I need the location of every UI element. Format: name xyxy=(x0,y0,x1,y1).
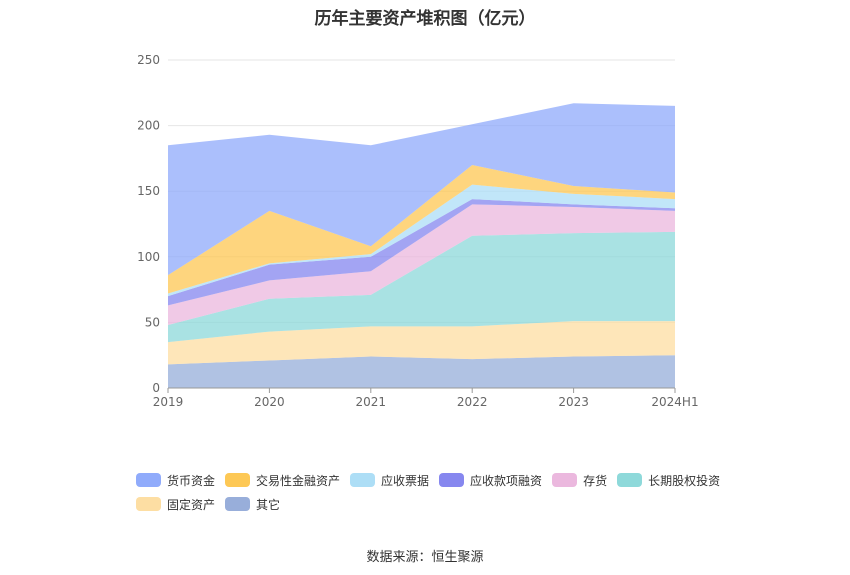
area-1[interactable] xyxy=(168,321,675,365)
legend-item[interactable]: 存货 xyxy=(552,472,607,488)
legend-item[interactable]: 交易性金融资产 xyxy=(225,472,340,488)
legend-item[interactable]: 货币资金 xyxy=(136,472,215,488)
legend-label: 存货 xyxy=(583,473,608,488)
data-source: 数据来源：恒生聚源 xyxy=(366,550,484,565)
legend-label: 固定资产 xyxy=(167,497,216,512)
area-2[interactable] xyxy=(168,231,675,343)
legend-item[interactable]: 应收款项融资 xyxy=(439,472,542,488)
legend-swatch xyxy=(439,473,465,487)
x-tick-label: 2019 xyxy=(153,395,184,409)
y-tick-label: 50 xyxy=(145,315,160,329)
chart-title: 历年主要资产堆积图（亿元） xyxy=(314,9,536,29)
legend-swatch xyxy=(617,473,643,487)
x-tick-label: 2023 xyxy=(558,395,589,409)
legend-label: 应收款项融资 xyxy=(470,473,543,488)
area-series xyxy=(168,103,675,388)
y-tick-label: 200 xyxy=(137,119,160,133)
y-tick-label: 150 xyxy=(137,184,160,198)
legend-label: 长期股权投资 xyxy=(648,473,721,488)
legend-item[interactable]: 固定资产 xyxy=(136,496,215,512)
legend-swatch xyxy=(136,473,161,487)
axes: 0 50 100 150 200 250 2019 2020 2021 2022 2023 2024H… xyxy=(137,53,699,409)
x-tick-label: 2024H1 xyxy=(651,395,698,409)
legend-swatch xyxy=(225,497,251,511)
x-tick-label: 2021 xyxy=(356,395,387,409)
area-3[interactable] xyxy=(168,204,675,326)
legend-label: 应收票据 xyxy=(381,473,430,488)
legend-label: 交易性金融资产 xyxy=(256,473,341,488)
legend-item[interactable]: 其它 xyxy=(225,496,280,512)
y-tick-label: 250 xyxy=(137,53,160,67)
area-0[interactable] xyxy=(168,355,675,388)
x-tick-label: 2022 xyxy=(457,395,488,409)
y-tick-label: 0 xyxy=(152,381,160,395)
legend-item[interactable]: 长期股权投资 xyxy=(617,472,720,488)
legend: 货币资金 交易性金融资产 应收票据 应收款项融资 存货 长期股权投资固定资产 其它 xyxy=(136,472,736,520)
legend-swatch xyxy=(136,497,161,511)
area-7[interactable] xyxy=(168,103,675,276)
legend-item[interactable]: 应收票据 xyxy=(350,472,429,488)
legend-label: 其它 xyxy=(256,497,281,512)
legend-label: 货币资金 xyxy=(167,473,216,488)
legend-swatch xyxy=(350,473,376,487)
area-6[interactable] xyxy=(168,164,675,294)
legend-swatch xyxy=(552,473,578,487)
x-tick-label: 2020 xyxy=(254,395,285,409)
legend-swatch xyxy=(225,473,251,487)
y-tick-label: 100 xyxy=(137,250,160,264)
